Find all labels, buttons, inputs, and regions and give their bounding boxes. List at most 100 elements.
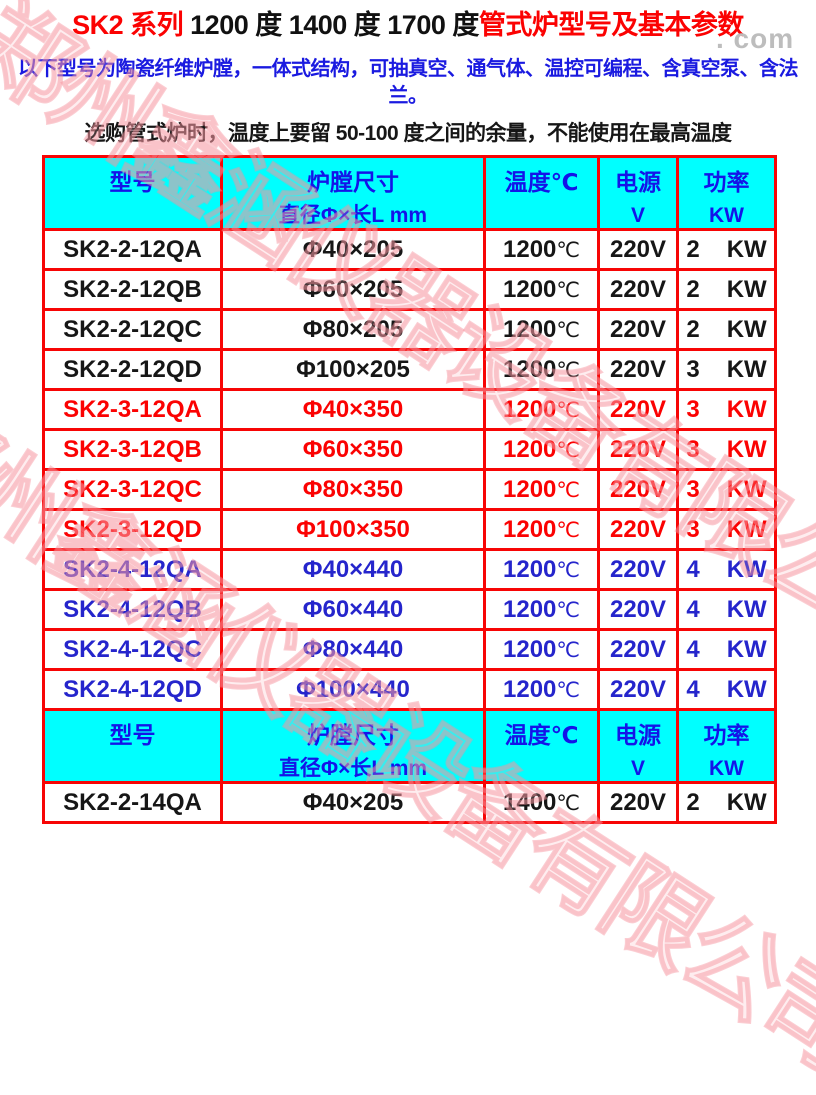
header-label: 功率	[703, 169, 750, 195]
temp-value: 1200	[503, 355, 557, 383]
watt-value: 3	[686, 395, 700, 423]
volt-cell: 220V	[597, 548, 679, 591]
header-sublabel	[488, 204, 596, 227]
watt-value: 4	[686, 675, 700, 703]
header-label: 温度℃	[504, 169, 579, 195]
temp-cell: 1200℃	[483, 348, 600, 391]
title-degrees: 1200 度 1400 度 1700 度	[190, 10, 479, 40]
watt-wrap: 3 KW	[681, 395, 773, 424]
watt-unit: KW	[726, 395, 767, 423]
temp-value: 1200	[503, 595, 557, 623]
table-row: SK2-4-12QA Φ40×440 1200℃ 220V 4 KW	[42, 548, 777, 591]
watt-wrap: 2 KW	[681, 235, 773, 264]
watt-value: 3	[686, 355, 700, 383]
size-cell: Φ100×440	[220, 668, 486, 711]
title-series: SK2 系列	[72, 10, 191, 40]
temperature-note: 选购管式炉时，温度上要留 50-100 度之间的余量，不能使用在最高温度	[84, 122, 732, 145]
header-sublabel: KW	[709, 204, 744, 227]
temp-cell: 1200℃	[483, 388, 600, 431]
size-cell: Φ60×350	[220, 428, 486, 471]
temp-unit: ℃	[556, 398, 580, 422]
header-label: 电源	[615, 169, 661, 195]
feature-line: 以下型号为陶瓷纤维炉膛，一体式结构，可抽真空、通气体、温控可编程、含真空泵、含法…	[18, 58, 799, 107]
temp-value: 1200	[503, 475, 557, 503]
header-row-1: 型号 炉膛尺寸 直径Φ×长L mm 温度℃ 电源 V 功率 KW	[42, 155, 777, 231]
header-sublabel: 直径Φ×长L mm	[278, 204, 428, 227]
watt-unit: KW	[726, 435, 767, 463]
size-cell: Φ100×350	[220, 508, 486, 551]
temp-value: 1200	[503, 315, 557, 343]
size-cell: Φ80×440	[220, 628, 486, 671]
temp-unit: ℃	[556, 278, 580, 302]
watt-value: 3	[686, 435, 700, 463]
temp-cell: 1200℃	[483, 668, 600, 711]
table-row: SK2-3-12QB Φ60×350 1200℃ 220V 3 KW	[42, 428, 777, 471]
watt-value: 2	[686, 788, 700, 816]
temp-value: 1200	[503, 435, 557, 463]
temp-value: 1200	[503, 555, 557, 583]
watt-wrap: 3 KW	[681, 355, 773, 384]
volt-cell: 220V	[597, 348, 679, 391]
watt-wrap: 4 KW	[681, 675, 773, 704]
watt-cell: 3 KW	[676, 388, 777, 431]
table-row: SK2-3-12QC Φ80×350 1200℃ 220V 3 KW	[42, 468, 777, 511]
watt-cell: 4 KW	[676, 588, 777, 631]
model-cell: SK2-4-12QB	[42, 588, 223, 631]
watt-value: 3	[686, 475, 700, 503]
header-cell-model: 型号	[42, 708, 223, 784]
header-label: 型号	[109, 169, 156, 195]
watt-cell: 4 KW	[676, 548, 777, 591]
header-label: 功率	[703, 722, 750, 748]
table-row: SK2-2-14QA Φ40×205 1400℃ 220V 2 KW	[42, 781, 777, 824]
size-cell: Φ40×350	[220, 388, 486, 431]
temp-unit: ℃	[556, 358, 580, 382]
watt-wrap: 3 KW	[681, 516, 773, 544]
watt-unit: KW	[726, 275, 767, 303]
temp-value: 1200	[503, 515, 557, 543]
model-cell: SK2-2-12QC	[42, 308, 223, 351]
model-cell: SK2-3-12QA	[42, 388, 223, 431]
header-sublabel	[47, 757, 219, 780]
watt-cell: 3 KW	[676, 348, 777, 391]
temp-cell: 1200℃	[483, 308, 600, 351]
table-row: SK2-3-12QD Φ100×350 1200℃ 220V 3 KW	[42, 508, 777, 551]
temp-unit: ℃	[556, 598, 580, 622]
temp-unit: ℃	[556, 678, 580, 702]
size-cell: Φ60×440	[220, 588, 486, 631]
temp-cell: 1200℃	[483, 228, 600, 271]
volt-cell: 220V	[597, 428, 679, 471]
title-subject: 管式炉型号及基本参数	[478, 10, 745, 40]
volt-cell: 220V	[597, 268, 679, 311]
header-cell-temp: 温度℃	[483, 155, 600, 231]
spec-table: 型号 炉膛尺寸 直径Φ×长L mm 温度℃ 电源 V 功率 KW SK2-2-12QA Φ40×2…	[42, 155, 777, 824]
temp-unit: ℃	[556, 438, 580, 462]
volt-cell: 220V	[597, 781, 679, 824]
header-cell-size: 炉膛尺寸 直径Φ×长L mm	[220, 155, 486, 231]
size-cell: Φ40×205	[220, 228, 486, 271]
watt-cell: 4 KW	[676, 628, 777, 671]
header-sublabel: V	[630, 757, 645, 780]
volt-cell: 220V	[597, 508, 679, 551]
model-cell: SK2-3-12QD	[42, 508, 223, 551]
header-row-2: 型号 炉膛尺寸 直径Φ×长L mm 温度℃ 电源 V 功率 KW	[42, 708, 777, 784]
header-sublabel: 直径Φ×长L mm	[278, 757, 428, 780]
header-sublabel: V	[630, 204, 645, 227]
model-cell: SK2-2-12QB	[42, 268, 223, 311]
volt-cell: 220V	[597, 628, 679, 671]
watt-wrap: 3 KW	[681, 435, 773, 464]
watt-wrap: 2 KW	[681, 275, 773, 304]
temp-cell: 1200℃	[483, 588, 600, 631]
temp-cell: 1200℃	[483, 548, 600, 591]
header-cell-volt: 电源 V	[597, 708, 679, 784]
watt-cell: 2 KW	[676, 228, 777, 271]
watt-unit: KW	[726, 315, 767, 343]
model-cell: SK2-4-12QC	[42, 628, 223, 671]
watt-value: 2	[686, 235, 700, 263]
size-cell: Φ60×205	[220, 268, 486, 311]
temp-value: 1200	[503, 395, 557, 423]
table-row: SK2-2-12QC Φ80×205 1200℃ 220V 2 KW	[42, 308, 777, 351]
header-cell-watt: 功率 KW	[676, 708, 777, 784]
watt-unit: KW	[726, 788, 767, 816]
watt-cell: 2 KW	[676, 268, 777, 311]
header-sublabel	[488, 757, 596, 780]
